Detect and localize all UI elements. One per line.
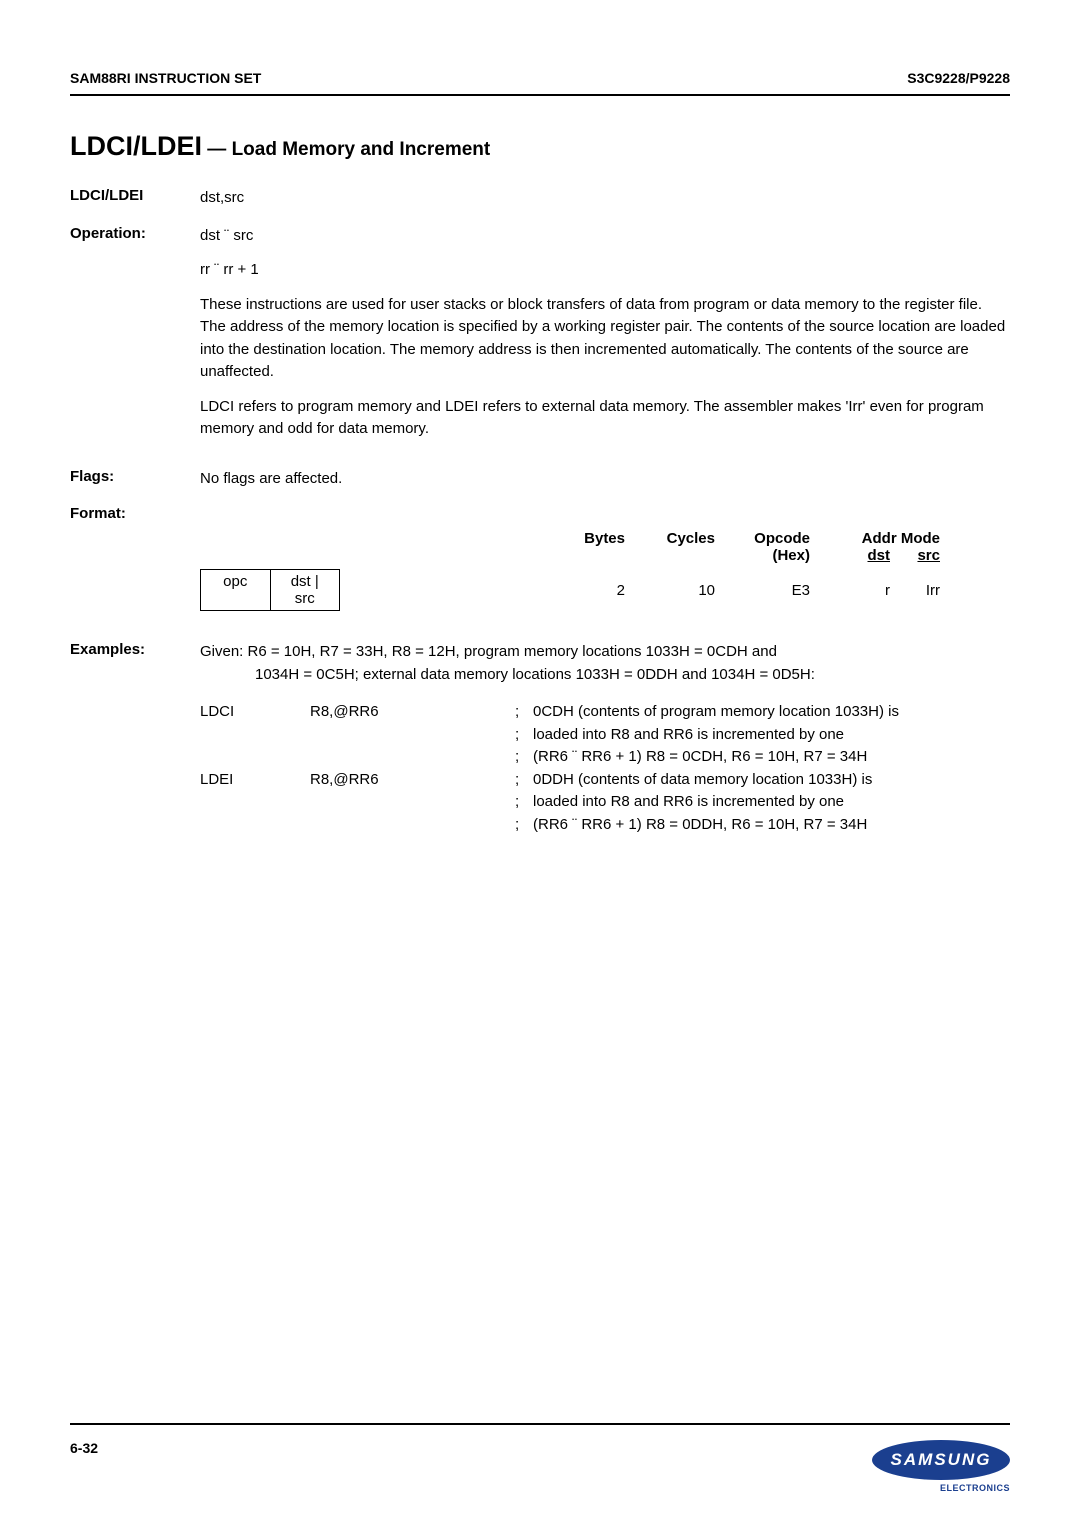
format-header-cycles: Cycles	[625, 530, 715, 547]
format-val-bytes: 2	[340, 582, 625, 599]
examples-given-line2: 1034H = 0C5H; external data memory locat…	[200, 664, 1010, 687]
samsung-logo: SAMSUNG	[872, 1440, 1010, 1480]
operation-content: dst ¨ src rr ¨ rr + 1 These instructions…	[200, 225, 1010, 453]
format-data-row: opc dst | src 2 10 E3 r Irr	[200, 569, 1010, 611]
format-header-dst: dst	[810, 547, 890, 564]
example-row: LDEI R8,@RR6 ;0DDH (contents of data mem…	[200, 769, 1010, 837]
operation-para1: These instructions are used for user sta…	[200, 294, 1010, 384]
page-footer: 6-32 SAMSUNG ELECTRONICS	[70, 1423, 1010, 1493]
format-header-hex: (Hex)	[715, 547, 810, 564]
example-table: LDCI R8,@RR6 ;0CDH (contents of program …	[200, 701, 1010, 836]
comment-line: ;loaded into R8 and RR6 is incremented b…	[515, 724, 1010, 747]
format-table: Bytes Cycles Opcode Addr Mode (Hex) dst …	[200, 530, 1010, 611]
examples-section: Examples: Given: R6 = 10H, R7 = 33H, R8 …	[70, 641, 1010, 836]
operation-label: Operation:	[70, 225, 200, 453]
examples-label: Examples:	[70, 641, 200, 836]
page-number: 6-32	[70, 1440, 98, 1456]
format-header-opcode: Opcode	[715, 530, 810, 547]
comment-line: ;(RR6 ¨ RR6 + 1) R8 = 0DDH, R6 = 10H, R7…	[515, 814, 1010, 837]
examples-given-line1: Given: R6 = 10H, R7 = 33H, R8 = 12H, pro…	[200, 641, 1010, 664]
examples-content: Given: R6 = 10H, R7 = 33H, R8 = 12H, pro…	[200, 641, 1010, 836]
format-header-row: Bytes Cycles Opcode Addr Mode	[200, 530, 1010, 547]
samsung-logo-container: SAMSUNG ELECTRONICS	[872, 1440, 1010, 1493]
title-dash: —	[202, 139, 232, 160]
format-subheader-row: (Hex) dst src	[200, 547, 1010, 564]
mnemonic-operands: dst,src	[200, 187, 1010, 210]
format-val-src: Irr	[890, 582, 940, 599]
opcode-cell-opc: opc	[201, 570, 271, 610]
example-row: LDCI R8,@RR6 ;0CDH (contents of program …	[200, 701, 1010, 769]
example-operands: R8,@RR6	[310, 701, 515, 769]
flags-label: Flags:	[70, 468, 200, 491]
comment-line: ;0DDH (contents of data memory location …	[515, 769, 1010, 792]
comment-line: ;0CDH (contents of program memory locati…	[515, 701, 1010, 724]
examples-intro: Given: R6 = 10H, R7 = 33H, R8 = 12H, pro…	[200, 641, 1010, 686]
flags-text: No flags are affected.	[200, 468, 1010, 491]
format-header-addrmode: Addr Mode	[810, 530, 940, 547]
page-header: SAM88RI INSTRUCTION SET S3C9228/P9228	[70, 70, 1010, 96]
title-main: LDCI/LDEI	[70, 131, 202, 161]
format-val-cycles: 10	[625, 582, 715, 599]
opcode-box: opc dst | src	[200, 569, 340, 611]
mnemonic-section: LDCI/LDEI dst,src	[70, 187, 1010, 210]
comment-line: ;loaded into R8 and RR6 is incremented b…	[515, 791, 1010, 814]
example-comments: ;0DDH (contents of data memory location …	[515, 769, 1010, 837]
title-sub: Load Memory and Increment	[232, 139, 491, 160]
format-header-src: src	[890, 547, 940, 564]
example-mnemonic: LDCI	[200, 701, 310, 769]
flags-section: Flags: No flags are affected.	[70, 468, 1010, 491]
example-comments: ;0CDH (contents of program memory locati…	[515, 701, 1010, 769]
format-val-dst: r	[810, 582, 890, 599]
header-right-text: S3C9228/P9228	[907, 70, 1010, 86]
electronics-text: ELECTRONICS	[872, 1483, 1010, 1493]
example-mnemonic: LDEI	[200, 769, 310, 837]
example-operands: R8,@RR6	[310, 769, 515, 837]
format-val-opcode: E3	[715, 582, 810, 599]
format-label: Format:	[70, 505, 200, 522]
operation-para2: LDCI refers to program memory and LDEI r…	[200, 396, 1010, 441]
format-header-bytes: Bytes	[340, 530, 625, 547]
operation-line2: rr ¨ rr + 1	[200, 259, 1010, 282]
title: LDCI/LDEI — Load Memory and Increment	[70, 131, 1010, 162]
format-section: Format:	[70, 505, 1010, 522]
opcode-cell-dstsrc: dst | src	[271, 570, 340, 610]
operation-line1: dst ¨ src	[200, 225, 1010, 248]
operation-section: Operation: dst ¨ src rr ¨ rr + 1 These i…	[70, 225, 1010, 453]
mnemonic-label: LDCI/LDEI	[70, 187, 200, 210]
comment-line: ;(RR6 ¨ RR6 + 1) R8 = 0CDH, R6 = 10H, R7…	[515, 746, 1010, 769]
header-left-text: SAM88RI INSTRUCTION SET	[70, 70, 261, 86]
